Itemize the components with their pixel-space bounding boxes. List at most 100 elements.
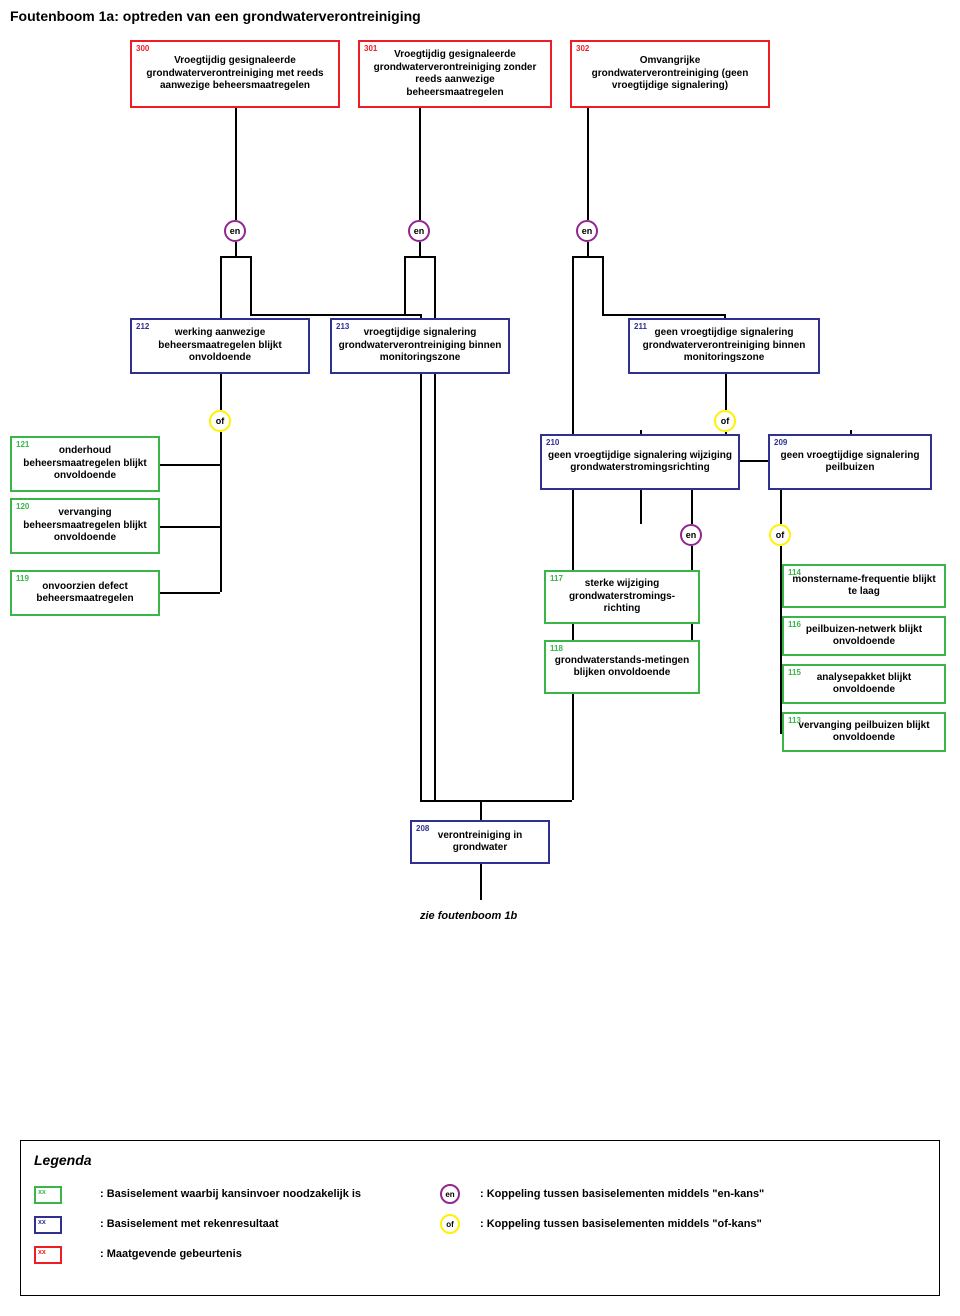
node-number: 301 xyxy=(364,44,377,54)
node-text: Vroegtijdig gesignaleerde grondwatervero… xyxy=(138,55,332,93)
node-113: 113vervanging peilbuizen blijkt onvoldoe… xyxy=(782,712,946,752)
connector-line xyxy=(220,432,222,592)
connector-line xyxy=(419,108,421,220)
connector-line xyxy=(220,256,222,318)
node-119: 119onvoorzien defect beheersmaatregelen xyxy=(10,570,160,616)
connector-line xyxy=(235,242,237,256)
diagram-stage: Foutenboom 1a: optreden van een grondwat… xyxy=(0,0,960,1316)
connector-line xyxy=(235,256,250,258)
node-number: 119 xyxy=(16,574,29,584)
legend-gate: of xyxy=(440,1214,460,1234)
legend-row-text: : Basiselement waarbij kansinvoer noodza… xyxy=(100,1188,361,1200)
node-text: monstername-frequentie blijkt te laag xyxy=(790,574,938,599)
node-117: 117sterke wijziging grondwaterstromings-… xyxy=(544,570,700,624)
node-number: 118 xyxy=(550,644,563,654)
node-text: Vroegtijdig gesignaleerde grondwatervero… xyxy=(366,49,544,99)
connector-line xyxy=(480,800,482,820)
legend-swatch: xx xyxy=(34,1246,62,1264)
node-text: analysepakket blijkt onvoldoende xyxy=(790,672,938,697)
node-number: 116 xyxy=(788,620,801,630)
connector-line xyxy=(160,526,220,528)
node-number: 300 xyxy=(136,44,149,54)
node-number: 113 xyxy=(788,716,801,726)
connector-line xyxy=(602,314,724,316)
gate-of: of xyxy=(769,524,791,546)
connector-line xyxy=(235,108,237,220)
legend-row-text: : Basiselement met rekenresultaat xyxy=(100,1218,279,1230)
legend-swatch: xx xyxy=(34,1216,62,1234)
node-114: 114monstername-frequentie blijkt te laag xyxy=(782,564,946,608)
connector-line xyxy=(572,256,574,800)
connector-line xyxy=(160,464,220,466)
connector-line xyxy=(691,490,693,524)
legend-swatch-num: xx xyxy=(38,1249,46,1256)
node-number: 117 xyxy=(550,574,563,584)
node-number: 121 xyxy=(16,440,29,450)
connector-line xyxy=(250,314,420,316)
node-number: 210 xyxy=(546,438,559,448)
node-300: 300Vroegtijdig gesignaleerde grondwaterv… xyxy=(130,40,340,108)
connector-line xyxy=(587,242,589,256)
connector-line xyxy=(725,374,727,410)
node-text: onderhoud beheersmaatregelen blijkt onvo… xyxy=(18,445,152,483)
node-number: 211 xyxy=(634,322,647,332)
node-text: onvoorzien defect beheersmaatregelen xyxy=(18,581,152,606)
node-text: werking aanwezige beheersmaatregelen bli… xyxy=(138,327,302,365)
node-text: vervanging peilbuizen blijkt onvoldoende xyxy=(790,720,938,745)
node-301: 301Vroegtijdig gesignaleerde grondwaterv… xyxy=(358,40,552,108)
note-text: zie foutenboom 1b xyxy=(420,910,517,922)
connector-line xyxy=(420,374,422,800)
legend-row-text: : Maatgevende gebeurtenis xyxy=(100,1248,242,1260)
gate-of: of xyxy=(714,410,736,432)
gate-en: en xyxy=(408,220,430,242)
gate-en: en xyxy=(224,220,246,242)
node-118: 118grondwaterstands-metingen blijken onv… xyxy=(544,640,700,694)
connector-line xyxy=(419,256,434,258)
connector-line xyxy=(220,256,235,258)
node-text: sterke wijziging grondwaterstromings-ric… xyxy=(552,578,692,616)
legend-swatch-num: xx xyxy=(38,1219,46,1226)
gate-en: en xyxy=(680,524,702,546)
node-number: 209 xyxy=(774,438,787,448)
node-121: 121onderhoud beheersmaatregelen blijkt o… xyxy=(10,436,160,492)
connector-line xyxy=(480,800,572,802)
node-211: 211geen vroegtijdige signalering grondwa… xyxy=(628,318,820,374)
node-text: grondwaterstands-metingen blijken onvold… xyxy=(552,655,692,680)
node-text: vervanging beheersmaatregelen blijkt onv… xyxy=(18,507,152,545)
connector-line xyxy=(220,374,222,410)
connector-line xyxy=(480,864,482,900)
node-116: 116peilbuizen-netwerk blijkt onvoldoende xyxy=(782,616,946,656)
node-208: 208verontreiniging in grondwater xyxy=(410,820,550,864)
legend-swatch: xx xyxy=(34,1186,62,1204)
node-212: 212werking aanwezige beheersmaatregelen … xyxy=(130,318,310,374)
gate-en: en xyxy=(576,220,598,242)
connector-line xyxy=(602,256,604,314)
node-210: 210 geen vroegtijdige signalering wijzigi… xyxy=(540,434,740,490)
legend-gate-text: : Koppeling tussen basiselementen middel… xyxy=(480,1188,764,1200)
node-213: 213vroegtijdige signalering grondwaterve… xyxy=(330,318,510,374)
node-text: Omvangrijke grondwaterverontreiniging (g… xyxy=(578,55,762,93)
connector-line xyxy=(404,256,419,258)
connector-line xyxy=(780,490,782,524)
node-number: 115 xyxy=(788,668,801,678)
node-number: 212 xyxy=(136,322,149,332)
node-text: geen vroegtijdige signalering peilbuizen xyxy=(776,450,924,475)
connector-line xyxy=(250,256,252,314)
node-text: geen vroegtijdige signalering grondwater… xyxy=(636,327,812,365)
node-text: geen vroegtijdige signalering wijziging … xyxy=(548,450,732,475)
connector-line xyxy=(419,242,421,256)
node-number: 114 xyxy=(788,568,801,578)
node-209: 209 geen vroegtijdige signalering peilbui… xyxy=(768,434,932,490)
legend-title: Legenda xyxy=(34,1152,92,1168)
connector-line xyxy=(640,490,642,524)
connector-line xyxy=(587,108,589,220)
node-number: 208 xyxy=(416,824,429,834)
diagram-title: Foutenboom 1a: optreden van een grondwat… xyxy=(10,8,421,24)
connector-line xyxy=(587,256,602,258)
legend-gate-text: : Koppeling tussen basiselementen middel… xyxy=(480,1218,762,1230)
connector-line xyxy=(420,800,480,802)
node-120: 120vervanging beheersmaatregelen blijkt … xyxy=(10,498,160,554)
legend-swatch-num: xx xyxy=(38,1189,46,1196)
node-number: 302 xyxy=(576,44,589,54)
node-115: 115analysepakket blijkt onvoldoende xyxy=(782,664,946,704)
